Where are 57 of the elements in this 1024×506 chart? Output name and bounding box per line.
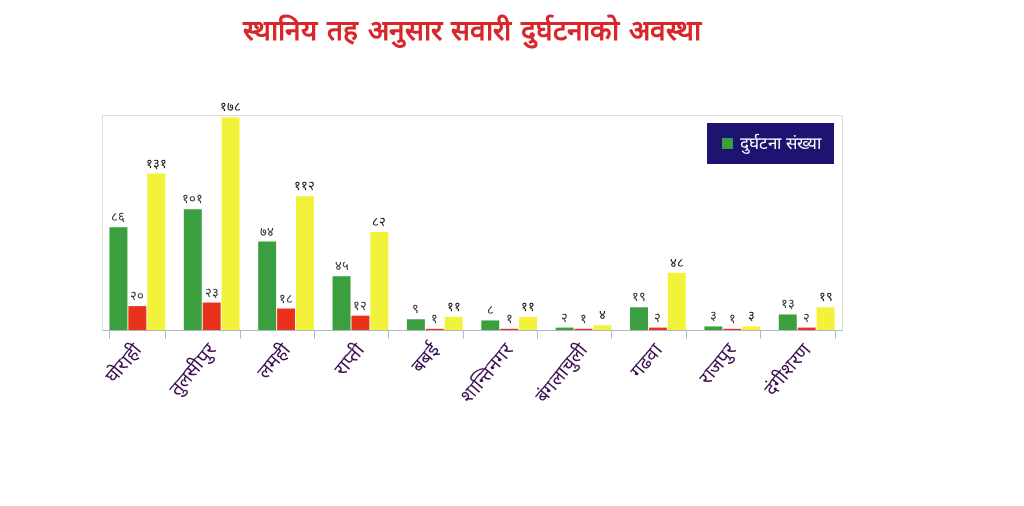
bar xyxy=(277,308,296,330)
bar xyxy=(593,325,612,330)
data-label: १३१ xyxy=(145,155,167,171)
bar xyxy=(147,173,166,330)
bar xyxy=(183,209,202,330)
data-label: १ xyxy=(580,310,588,326)
data-label: ३ xyxy=(709,308,717,324)
x-tick-label: बबई xyxy=(406,338,444,377)
data-label: १०१ xyxy=(182,191,204,207)
bar xyxy=(258,241,277,330)
data-label: ११२ xyxy=(294,178,316,194)
data-label: २ xyxy=(654,309,662,325)
data-label: ८ xyxy=(486,302,494,318)
bar xyxy=(351,315,370,330)
data-label: ८६ xyxy=(111,209,126,225)
bar xyxy=(742,326,761,330)
data-label: ९ xyxy=(412,301,420,317)
bar xyxy=(221,117,240,330)
data-label: ३ xyxy=(747,308,755,324)
data-label: १७८ xyxy=(220,99,242,115)
bar xyxy=(778,314,797,330)
bar xyxy=(444,316,463,330)
data-label: १८ xyxy=(279,290,294,306)
data-label: १ xyxy=(728,310,736,326)
bar xyxy=(667,272,686,330)
bar xyxy=(128,306,147,330)
bar xyxy=(370,232,389,330)
data-label: १९ xyxy=(818,289,833,305)
data-label: ४५ xyxy=(334,258,349,274)
data-label: १२ xyxy=(353,297,368,313)
data-label: ११ xyxy=(446,298,461,314)
data-label: २ xyxy=(803,309,811,325)
legend-label: दुर्घटना संख्या xyxy=(740,132,823,154)
data-label: २० xyxy=(130,288,145,304)
data-label: ११ xyxy=(521,298,536,314)
bar xyxy=(630,307,648,330)
bar xyxy=(704,326,723,330)
bar xyxy=(109,227,128,330)
data-label: १९ xyxy=(632,289,647,305)
bar xyxy=(481,320,500,330)
data-label: १ xyxy=(505,310,513,326)
data-label: ८२ xyxy=(372,214,387,230)
data-label: ४ xyxy=(598,307,606,323)
x-tick-label: राप्ती xyxy=(329,338,370,380)
data-label: २३ xyxy=(204,284,219,300)
bar xyxy=(202,302,221,330)
data-label: ७४ xyxy=(260,223,275,239)
data-label: ४८ xyxy=(669,254,684,270)
data-label: १३ xyxy=(780,296,795,312)
bar xyxy=(816,307,835,330)
bar xyxy=(332,276,351,330)
bar xyxy=(296,196,314,330)
chart-title: स्थानिय तह अनुसार सवारी दुर्घटनाको अवस्था xyxy=(242,14,703,50)
bar xyxy=(519,316,538,330)
data-label: १ xyxy=(431,310,439,326)
data-label: २ xyxy=(561,309,569,325)
bar xyxy=(406,319,425,330)
